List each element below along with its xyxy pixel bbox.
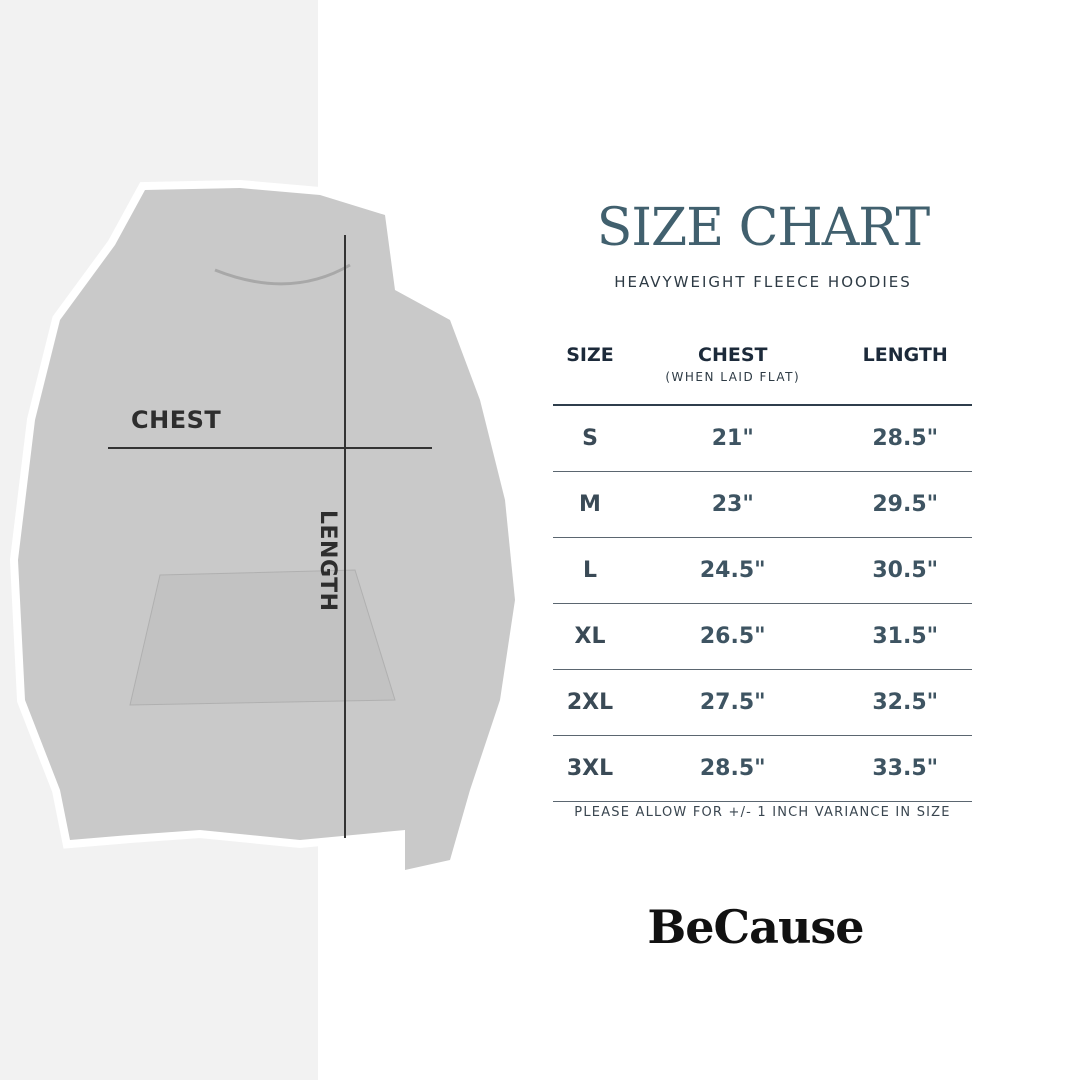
header-chest-sub: (WHEN LAID FLAT) [665, 370, 801, 384]
size-cell: M [553, 471, 627, 538]
hoodie-image [9, 179, 524, 880]
size-cell: L [553, 537, 627, 604]
table-row: M 23" 29.5" [553, 471, 972, 538]
size-cell: 3XL [553, 735, 627, 802]
size-cell: 2XL [553, 669, 627, 736]
chest-cell: 23" [627, 471, 839, 538]
brand-logo: BeCause [647, 900, 864, 954]
length-cell: 32.5" [838, 669, 972, 736]
size-cell: XL [553, 603, 627, 670]
chest-cell: 21" [627, 405, 839, 472]
length-label: LENGTH [315, 510, 340, 612]
chest-cell: 27.5" [627, 669, 839, 736]
chest-cell: 24.5" [627, 537, 839, 604]
variance-note: PLEASE ALLOW FOR +/- 1 INCH VARIANCE IN … [574, 805, 951, 820]
length-cell: 33.5" [838, 735, 972, 802]
length-cell: 29.5" [838, 471, 972, 538]
table-header-row: SIZE CHEST (WHEN LAID FLAT) LENGTH [553, 340, 972, 406]
table-row: XL 26.5" 31.5" [553, 603, 972, 670]
table-row: L 24.5" 30.5" [553, 537, 972, 604]
size-table: SIZE CHEST (WHEN LAID FLAT) LENGTH S 21" 28… [553, 340, 972, 802]
header-length: LENGTH [838, 340, 972, 406]
header-size: SIZE [553, 340, 627, 406]
size-cell: S [553, 405, 627, 472]
chest-label: CHEST [131, 406, 222, 434]
length-cell: 28.5" [838, 405, 972, 472]
table-row: S 21" 28.5" [553, 405, 972, 472]
chest-cell: 28.5" [627, 735, 839, 802]
table-row: 2XL 27.5" 32.5" [553, 669, 972, 736]
page-title: SIZE CHART [596, 198, 930, 258]
header-chest: CHEST (WHEN LAID FLAT) [627, 340, 839, 406]
length-cell: 30.5" [838, 537, 972, 604]
page-subtitle: HEAVYWEIGHT FLEECE HOODIES [614, 273, 912, 291]
table-row: 3XL 28.5" 33.5" [553, 735, 972, 802]
length-cell: 31.5" [838, 603, 972, 670]
chest-cell: 26.5" [627, 603, 839, 670]
